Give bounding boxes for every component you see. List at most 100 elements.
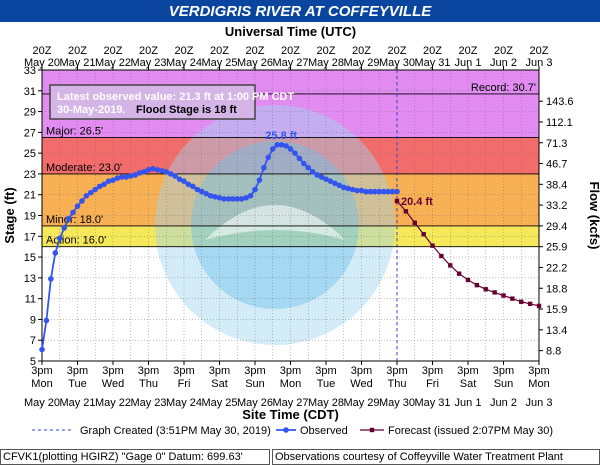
observed-point <box>52 250 59 256</box>
observed-point <box>83 192 90 199</box>
bottom-tick-label-date: May 22 <box>95 397 131 409</box>
observed-point <box>354 187 360 194</box>
bottom-tick-label-time: 3pm <box>31 365 52 377</box>
observed-point <box>216 195 223 201</box>
observed-point <box>74 203 81 209</box>
annotation-line-2b: Flood Stage is 18 ft <box>136 104 237 116</box>
bottom-tick-label-date: May 20 <box>24 397 60 409</box>
observed-point <box>252 186 258 193</box>
forecast-point <box>448 263 453 268</box>
observed-point <box>176 176 183 182</box>
observed-point <box>110 177 116 183</box>
y-tick-label: 5 <box>30 356 36 368</box>
bottom-tick-label-day: Tue <box>68 378 87 390</box>
bottom-tick-label-time: 3pm <box>209 365 230 377</box>
observed-point <box>269 146 276 152</box>
y-tick-label: 13 <box>24 273 36 285</box>
forecast-point <box>465 277 471 283</box>
observed-point <box>301 160 307 167</box>
observed-point <box>274 142 280 148</box>
annotation-line-2: 30-May-2019. <box>57 104 126 116</box>
y-tick-label: 23 <box>24 169 36 181</box>
forecast-point <box>510 296 515 301</box>
bottom-tick-label-date: Jun 2 <box>490 397 517 409</box>
observed-point <box>345 185 351 192</box>
observed-point <box>79 198 85 204</box>
annotation-line-1: Latest observed value: 21.3 ft at 1:00 P… <box>57 91 294 103</box>
bottom-tick-label-day: Mon <box>528 378 549 390</box>
observed-point <box>363 188 369 195</box>
observed-point <box>296 155 303 162</box>
bottom-tick-label-date: May 23 <box>130 397 166 409</box>
observed-point <box>336 182 343 189</box>
observed-point <box>119 174 125 180</box>
flow-tick-label: 143.6 <box>546 96 574 108</box>
bottom-tick-label-date: May 28 <box>308 397 344 409</box>
top-tick-label-time: 20Z <box>104 45 123 57</box>
bottom-tick-label-day: Tue <box>317 378 336 390</box>
observed-point <box>327 178 334 185</box>
bottom-tick-label-day: Fri <box>426 378 439 390</box>
observed-point <box>234 196 241 202</box>
top-tick-label-time: 20Z <box>139 45 158 57</box>
observed-point <box>70 209 76 216</box>
flow-tick-label: 29.4 <box>546 221 567 233</box>
flood-label: Moderate: 23.0' <box>46 162 122 174</box>
top-tick-label-date: May 28 <box>308 57 344 69</box>
observed-point <box>243 195 249 201</box>
observed-point <box>181 178 187 185</box>
legend-forecast-label: Forecast (issued 2:07PM May 30) <box>388 425 553 437</box>
observed-point <box>132 172 138 178</box>
observed-point <box>48 276 54 282</box>
bottom-tick-label-day: Thu <box>139 378 158 390</box>
top-axis-title: Universal Time (UTC) <box>225 24 356 39</box>
observed-point <box>372 188 378 195</box>
top-tick-label-date: May 25 <box>201 57 237 69</box>
top-tick-label-time: 20Z <box>210 45 229 57</box>
observed-point <box>332 180 338 187</box>
forecast-point <box>412 220 417 225</box>
observed-point <box>318 174 325 180</box>
bottom-tick-label-date: May 27 <box>272 397 308 409</box>
forecast-point <box>519 299 524 304</box>
top-tick-label-time: 20Z <box>281 45 300 57</box>
bottom-tick-label-day: Fri <box>178 378 191 390</box>
flow-tick-label: 112.1 <box>546 117 573 129</box>
forecast-point <box>430 243 435 248</box>
observed-point <box>292 150 298 156</box>
bottom-tick-label-date: May 26 <box>237 397 273 409</box>
x-axis-title: Site Time (CDT) <box>242 407 339 422</box>
top-tick-label-date: May 24 <box>166 57 202 69</box>
observed-point <box>212 193 218 200</box>
flow-tick-label: 22.2 <box>546 262 567 274</box>
observed-point <box>207 192 214 199</box>
forecast-point <box>421 232 426 237</box>
flow-tick-label: 13.4 <box>546 325 567 337</box>
bottom-tick-label-time: 3pm <box>493 365 514 377</box>
y-axis-title: Stage (ft) <box>2 187 17 243</box>
observed-point <box>287 146 294 152</box>
y-tick-label: 19 <box>24 211 36 223</box>
forecast-point <box>527 301 533 307</box>
observed-point <box>114 175 121 181</box>
legend-graph-created-label: Graph Created (3:51PM May 30, 2019) <box>80 425 271 437</box>
forecast-point <box>456 271 462 276</box>
top-tick-label-time: 20Z <box>388 45 407 57</box>
observed-point <box>61 225 67 231</box>
bottom-tick-label-date: May 30 <box>379 397 415 409</box>
observed-point <box>225 196 232 202</box>
observed-point <box>380 188 387 195</box>
legend-observed-label: Observed <box>300 425 348 437</box>
observed-point <box>238 196 245 202</box>
bottom-tick-label-time: 3pm <box>67 365 88 377</box>
flood-label: Major: 26.5' <box>46 126 103 138</box>
top-tick-label-time: 20Z <box>317 45 336 57</box>
top-tick-label-date: Jun 2 <box>490 57 517 69</box>
y-tick-label: 27 <box>24 127 36 139</box>
observed-point <box>172 173 178 179</box>
observed-point <box>358 187 365 194</box>
flow-tick-label: 25.9 <box>546 242 567 254</box>
observed-point <box>141 169 147 175</box>
bottom-tick-label-day: Wed <box>102 378 124 390</box>
observed-point <box>96 183 103 190</box>
